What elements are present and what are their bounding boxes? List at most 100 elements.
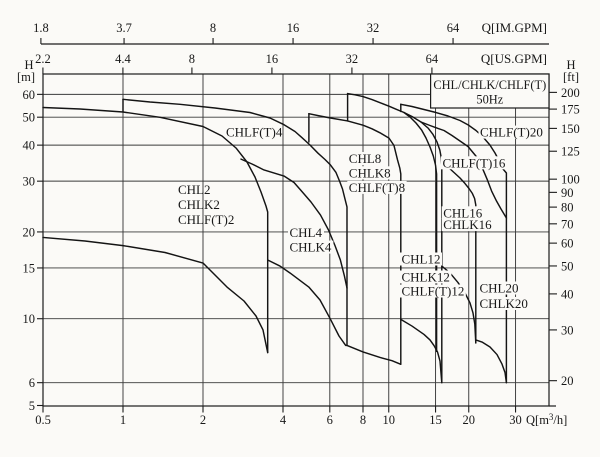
tick-label-imperial: 1.8	[33, 21, 49, 35]
curve-chl8-chlk8-chlf(t)8-max	[308, 112, 402, 365]
curve-label-chlk4: CHLK4	[290, 240, 332, 255]
tick-label-us: 2.2	[35, 52, 51, 66]
curve-label-chl4: CHL4	[290, 225, 323, 240]
label-mask	[441, 218, 494, 232]
tick-label-imperial: 16	[287, 21, 300, 35]
label-mask	[400, 270, 452, 284]
axis-title-head-m-unit: [m]	[17, 70, 35, 84]
tick-label-us: 16	[266, 52, 279, 66]
curve-chl20-chlk20-min	[475, 339, 508, 384]
axis-title-head-ft: H	[566, 58, 575, 72]
label-mask	[400, 284, 466, 298]
title-box	[430, 73, 550, 109]
curve-label-chlk2: CHLK2	[178, 197, 220, 212]
curve-chl12-chlk12-chlf(t)12-min	[400, 318, 443, 384]
label-mask	[347, 180, 407, 194]
label-mask	[478, 297, 530, 310]
tick-label-feet: 80	[561, 201, 574, 215]
curve-chl16-chlk16-max	[441, 161, 477, 344]
curve-label-chlf(t)16: CHLF(T)16	[443, 155, 506, 170]
tick-label-flow: 30	[509, 413, 522, 427]
curve-chl12-chlk12-chlf(t)12-max	[346, 92, 443, 384]
curve-label-chl12: CHL12	[402, 252, 441, 267]
chart-frequency: 50Hz	[476, 93, 503, 107]
tick-label-feet: 175	[561, 103, 580, 117]
axis-title-us-gpm: Q[US.GPM]	[481, 51, 547, 66]
tick-label-metres: 30	[23, 175, 36, 189]
curve-label-chl16: CHL16	[443, 205, 483, 220]
tick-label-imperial: 3.7	[116, 21, 132, 35]
curve-label-chlk8: CHLK8	[349, 165, 391, 180]
axis-title-head-ft-unit: [ft]	[563, 70, 579, 84]
tick-label-feet: 20	[561, 374, 574, 388]
label-mask	[478, 281, 520, 295]
curve-label-chlf(t)20: CHLF(T)20	[480, 125, 543, 140]
tick-label-feet: 70	[561, 217, 574, 231]
axis-title-head-m: H	[24, 58, 33, 72]
tick-label-metres: 60	[23, 88, 36, 102]
tick-label-metres: 10	[23, 312, 36, 326]
curve-label-chl2: CHL2	[178, 182, 211, 197]
tick-label-flow: 20	[463, 413, 476, 427]
tick-label-feet: 30	[561, 323, 574, 337]
tick-label-imperial: 8	[210, 21, 216, 35]
curve-label-chl8: CHL8	[349, 151, 382, 166]
tick-label-imperial: 32	[367, 21, 380, 35]
tick-label-feet: 40	[561, 287, 574, 301]
tick-label-feet: 100	[561, 173, 580, 187]
curve-chl2-chlk2-chlf(t)2-min	[42, 236, 269, 354]
tick-label-metres: 6	[29, 376, 35, 390]
tick-label-metres: 40	[23, 139, 36, 153]
label-mask	[441, 156, 508, 170]
tick-label-feet: 50	[561, 259, 574, 273]
axis-title-imperial-gpm: Q[IM.GPM]	[482, 20, 547, 35]
tick-label-flow: 6	[327, 413, 333, 427]
chart-title: CHL/CHLK/CHLF(T)	[433, 78, 546, 92]
label-mask	[478, 125, 545, 139]
tick-label-flow: 2	[200, 413, 206, 427]
tick-label-flow: 8	[360, 413, 366, 427]
label-mask	[288, 240, 334, 254]
label-mask	[347, 152, 383, 165]
curve-label-chlf(t)12: CHLF(T)12	[402, 284, 465, 299]
axis-title-flow: Q[m3/h]	[526, 412, 567, 427]
tick-label-us: 32	[346, 52, 359, 66]
curve-chl4-chlk4-min	[266, 259, 348, 347]
tick-label-us: 4.4	[115, 52, 131, 66]
label-mask	[441, 206, 485, 220]
label-mask	[347, 166, 393, 180]
curve-label-chlk12: CHLK12	[402, 270, 450, 285]
curve-chl8-chlk8-chlf(t)8-min	[346, 344, 402, 365]
curve-chlf(t)4-max	[122, 98, 348, 347]
label-mask	[400, 252, 442, 266]
tick-label-flow: 0.5	[35, 413, 51, 427]
plot-border	[42, 73, 550, 407]
tick-label-feet: 90	[561, 186, 574, 200]
tick-label-flow: 15	[429, 413, 442, 427]
tick-label-flow: 1	[120, 413, 126, 427]
curve-label-chlf(t)8: CHLF(T)8	[349, 180, 405, 195]
curve-label-chlk16: CHLK16	[443, 217, 492, 232]
tick-label-flow: 4	[280, 413, 287, 427]
tick-label-feet: 125	[561, 145, 580, 159]
curve-label-chlf(t)4: CHLF(T)4	[226, 124, 283, 139]
curve-label-chlk20: CHLK20	[480, 296, 528, 311]
curve-chl12-chlk12-edge	[403, 111, 438, 353]
tick-label-us: 64	[426, 52, 439, 66]
tick-label-feet: 60	[561, 237, 574, 251]
tick-label-metres: 15	[23, 261, 36, 275]
curve-label-chlf(t)2: CHLF(T)2	[178, 212, 234, 227]
curve-chl4-chlk4-max	[240, 158, 348, 289]
tick-label-imperial: 64	[447, 21, 460, 35]
tick-label-feet: 150	[561, 122, 580, 136]
label-mask	[288, 226, 324, 239]
tick-label-metres: 20	[23, 225, 36, 239]
tick-label-metres: 5	[29, 399, 35, 413]
tick-label-metres: 50	[23, 111, 36, 125]
tick-label-feet: 200	[561, 86, 580, 100]
curve-label-chl20: CHL20	[480, 281, 519, 296]
tick-label-flow: 10	[383, 413, 396, 427]
tick-label-us: 8	[189, 52, 195, 66]
